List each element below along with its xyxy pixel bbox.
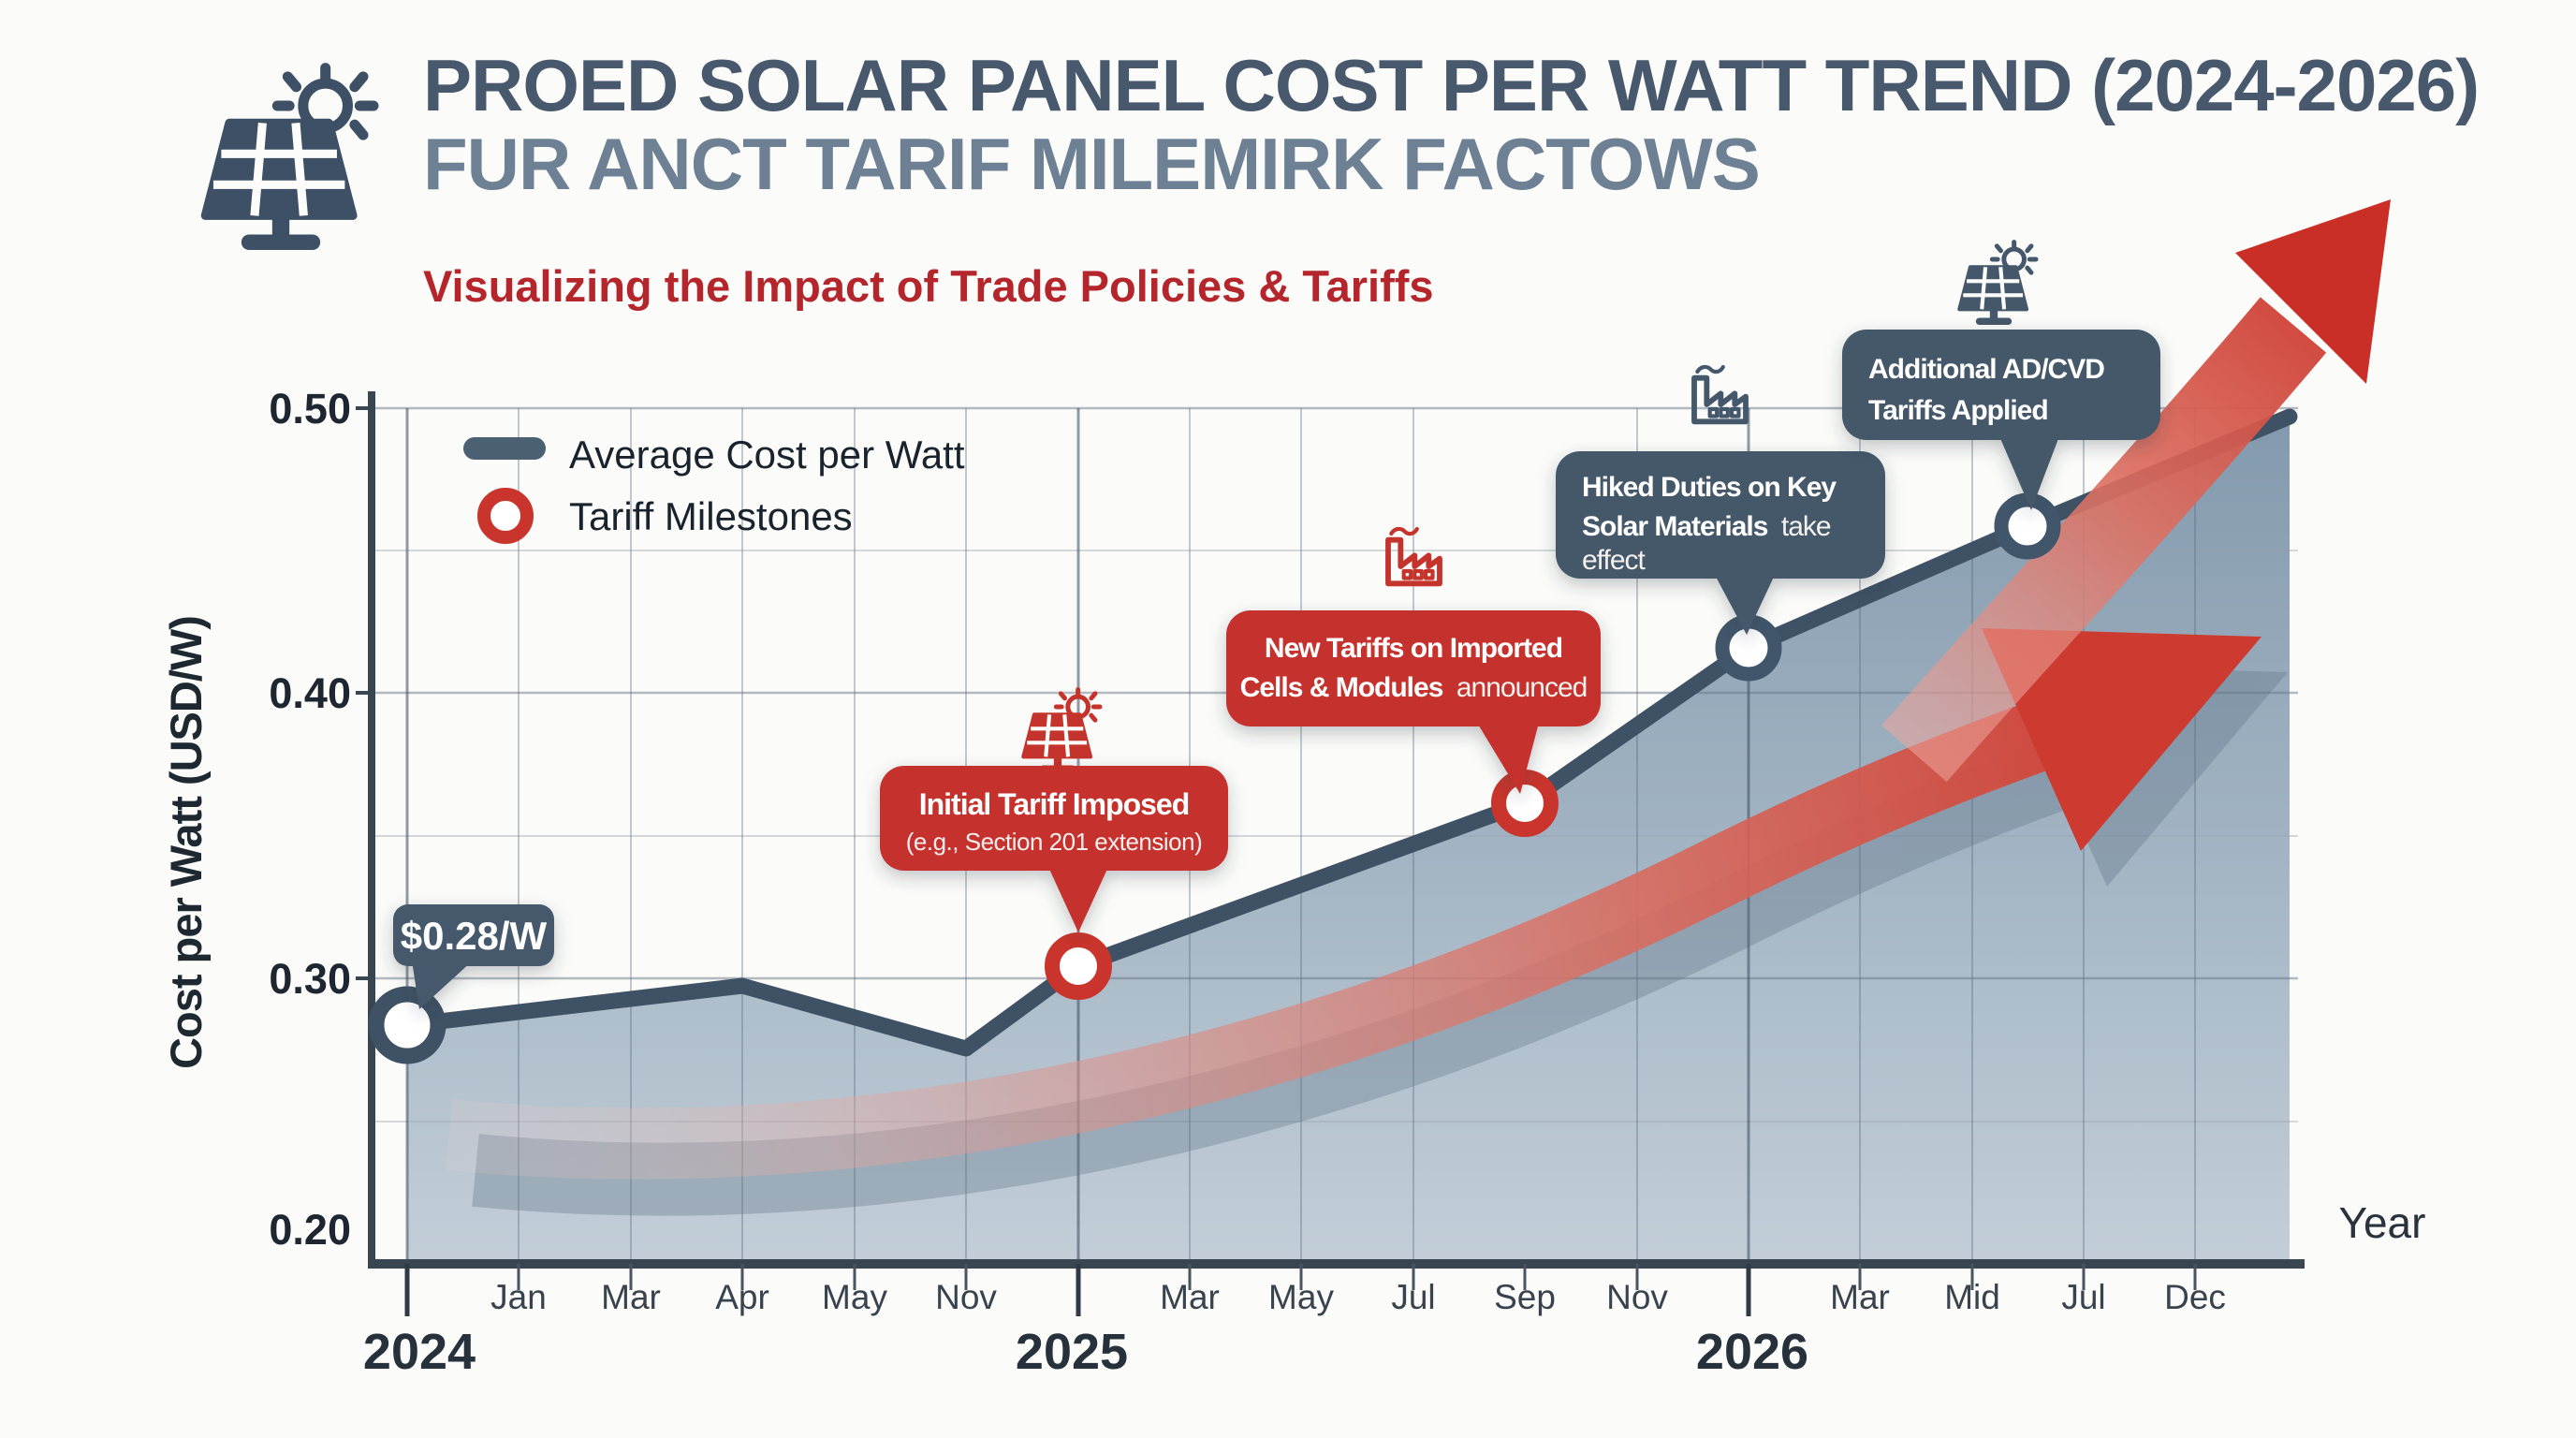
- hiked-duties-line2-bold: Solar Materials: [1582, 511, 1768, 542]
- cost-line: [399, 408, 2298, 1057]
- x-tick: Nov: [935, 1278, 997, 1316]
- factory-icon: [1694, 367, 1746, 421]
- x-tick: Sep: [1494, 1278, 1556, 1316]
- x-tick: Apr: [715, 1278, 769, 1316]
- new-tariffs-line2-normal: announced: [1456, 672, 1587, 703]
- x-tick-marks: [517, 1264, 2197, 1290]
- initial-tariff-line2: (e.g., Section 201 extension): [906, 828, 1202, 856]
- y-tick-0.20: 0.20: [269, 1206, 351, 1254]
- axes: [356, 391, 2305, 1316]
- solar-panel-logo-icon: [205, 68, 373, 250]
- start-price-label: $0.28/W: [401, 914, 548, 958]
- x-tick: Mar: [1160, 1278, 1220, 1316]
- callout-initial-tariff: Initial Tariff Imposed (e.g., Section 20…: [880, 690, 1228, 932]
- x-tick-2024: 2024: [363, 1324, 476, 1380]
- adcvd-line2: Tariffs Applied: [1868, 395, 2048, 426]
- new-tariffs-line2: Cells & Modules announced: [1240, 672, 1588, 703]
- hiked-duties-line2: Solar Materials take: [1582, 511, 1831, 542]
- marker-adcvd: [1994, 492, 2061, 560]
- x-axis-title: Year: [2339, 1198, 2426, 1247]
- legend-milestone-label: Tariff Milestones: [569, 494, 853, 538]
- legend-line-label: Average Cost per Watt: [569, 433, 965, 477]
- milestone-markers: [368, 492, 2061, 1064]
- y-tick-0.50: 0.50: [269, 385, 351, 433]
- legend-milestone-swatch: [477, 488, 534, 544]
- cost-area-fill: [407, 417, 2290, 1264]
- initial-tariff-line1: Initial Tariff Imposed: [919, 787, 1190, 821]
- x-tick: Jul: [2061, 1278, 2105, 1316]
- swoosh-arrow: [446, 628, 2261, 1180]
- x-tick: Jan: [490, 1278, 547, 1316]
- callout-start-price: $0.28/W: [393, 904, 554, 1009]
- x-axis-labels: 2024 Jan Mar Apr May Nov 2025 Mar May Ju…: [363, 1278, 2226, 1380]
- y-tick-marks: [356, 406, 372, 980]
- x-tick: May: [1268, 1278, 1334, 1316]
- marker-initial-tariff: [1045, 932, 1112, 1000]
- new-tariffs-line1: New Tariffs on Imported: [1265, 633, 1562, 664]
- callout-new-tariffs: New Tariffs on Imported Cells & Modules …: [1226, 529, 1601, 794]
- x-tick: Mar: [601, 1278, 661, 1316]
- hiked-duties-line3: effect: [1582, 545, 1646, 576]
- x-tick-2026: 2026: [1696, 1324, 1808, 1380]
- y-axis-title: Cost per Watt (USD/W): [161, 616, 211, 1069]
- x-tick: Mid: [1944, 1278, 2000, 1316]
- x-tick: Jul: [1391, 1278, 1435, 1316]
- hiked-duties-line2-normal: take: [1781, 511, 1831, 542]
- legend: Average Cost per Watt Tariff Milestones: [463, 433, 965, 544]
- page-subtitle: Visualizing the Impact of Trade Policies…: [423, 261, 1434, 311]
- x-tick: May: [822, 1278, 887, 1316]
- page-title-line2: FUR ANCT TARIF MILEMIRK FACTOWS: [423, 123, 1761, 205]
- x-tick: Dec: [2164, 1278, 2226, 1316]
- trend-arrow: [1881, 199, 2391, 783]
- page-title-line1: PROED SOLAR PANEL COST PER WATT TREND (2…: [423, 44, 2480, 126]
- new-tariffs-line2-bold: Cells & Modules: [1240, 672, 1443, 703]
- x-tick: Nov: [1606, 1278, 1668, 1316]
- y-tick-0.40: 0.40: [269, 669, 351, 717]
- marker-new-tariffs: [1491, 770, 1559, 837]
- marker-start: [368, 986, 446, 1064]
- solar-panel-icon: [1023, 690, 1100, 772]
- legend-line-swatch: [463, 437, 546, 460]
- callout-hiked-duties: Hiked Duties on Key Solar Materials take…: [1556, 367, 1885, 635]
- y-tick-0.30: 0.30: [269, 955, 351, 1003]
- adcvd-line1: Additional AD/CVD: [1868, 354, 2104, 385]
- x-tick-2025: 2025: [1016, 1324, 1128, 1380]
- x-year-tick-marks: [404, 1264, 1751, 1316]
- hiked-duties-line1: Hiked Duties on Key: [1582, 472, 1837, 503]
- y-axis-labels: 0.50 0.40 0.30 0.20: [269, 385, 351, 1254]
- x-tick: Mar: [1830, 1278, 1890, 1316]
- callout-adcvd: Additional AD/CVD Tariffs Applied: [1842, 242, 2160, 510]
